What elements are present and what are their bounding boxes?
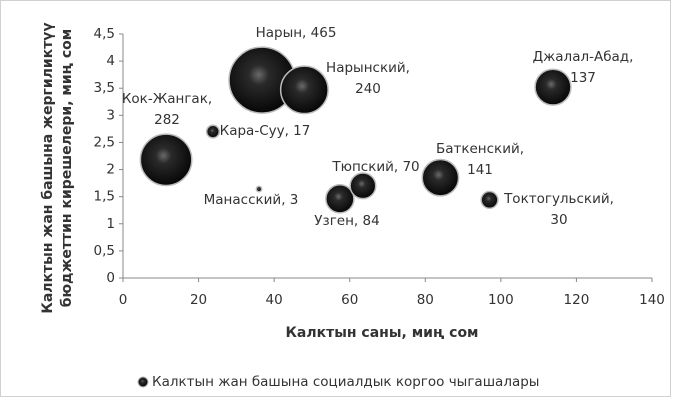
y-tick-label: 2,5 — [94, 134, 115, 150]
y-tick-label: 0,5 — [94, 243, 115, 259]
bubble — [139, 133, 193, 187]
bubble — [421, 158, 460, 197]
x-tick-label: 60 — [341, 292, 358, 308]
x-tick-label: 80 — [417, 292, 434, 308]
data-label: Кок-Жангак, 282 — [122, 91, 212, 128]
data-label: Тюпский, 70 — [331, 159, 419, 175]
y-tick-label: 1,5 — [94, 189, 115, 205]
x-tick-label: 40 — [266, 292, 283, 308]
data-label: Узген, 84 — [314, 213, 379, 229]
data-label: Манасский, 3 — [204, 192, 299, 208]
x-axis-title: Калктын саны, миң сом — [285, 325, 478, 341]
y-tick-label: 3 — [106, 107, 115, 123]
y-tick-label: 0 — [106, 270, 115, 286]
data-label: Нарынский, 240 — [326, 60, 410, 97]
x-tick-label: 100 — [488, 292, 514, 308]
x-tick-label: 0 — [119, 292, 128, 308]
bubble — [205, 124, 220, 139]
y-tick-label: 3,5 — [94, 80, 115, 96]
x-tick-label: 20 — [190, 292, 207, 308]
bubble — [480, 190, 499, 210]
y-tick-label: 4,5 — [94, 26, 115, 42]
data-label: Токтогульский, 30 — [503, 191, 614, 228]
x-tick-label: 120 — [564, 292, 590, 308]
y-tick-label: 4 — [106, 53, 115, 69]
bubble — [349, 172, 377, 200]
bubble — [279, 65, 329, 115]
data-label: Баткенский, 141 — [436, 141, 524, 178]
y-tick-label: 2 — [106, 162, 115, 178]
data-label: Кара-Суу, 17 — [220, 123, 311, 139]
legend-marker — [137, 376, 149, 388]
y-axis-title: Калктын жан башына жергиликтүү бюджеттин … — [40, 22, 75, 313]
x-tick-label: 140 — [639, 292, 665, 308]
data-label: Нарын, 465 — [256, 25, 337, 41]
data-label: Джалал-Абад, 137 — [533, 49, 634, 86]
legend-label: Калктын жан башына социалдык коргоо чыга… — [152, 374, 539, 390]
bubble — [325, 184, 355, 214]
bubble — [255, 185, 263, 193]
y-tick-label: 1 — [106, 216, 115, 232]
bubble — [534, 68, 572, 106]
